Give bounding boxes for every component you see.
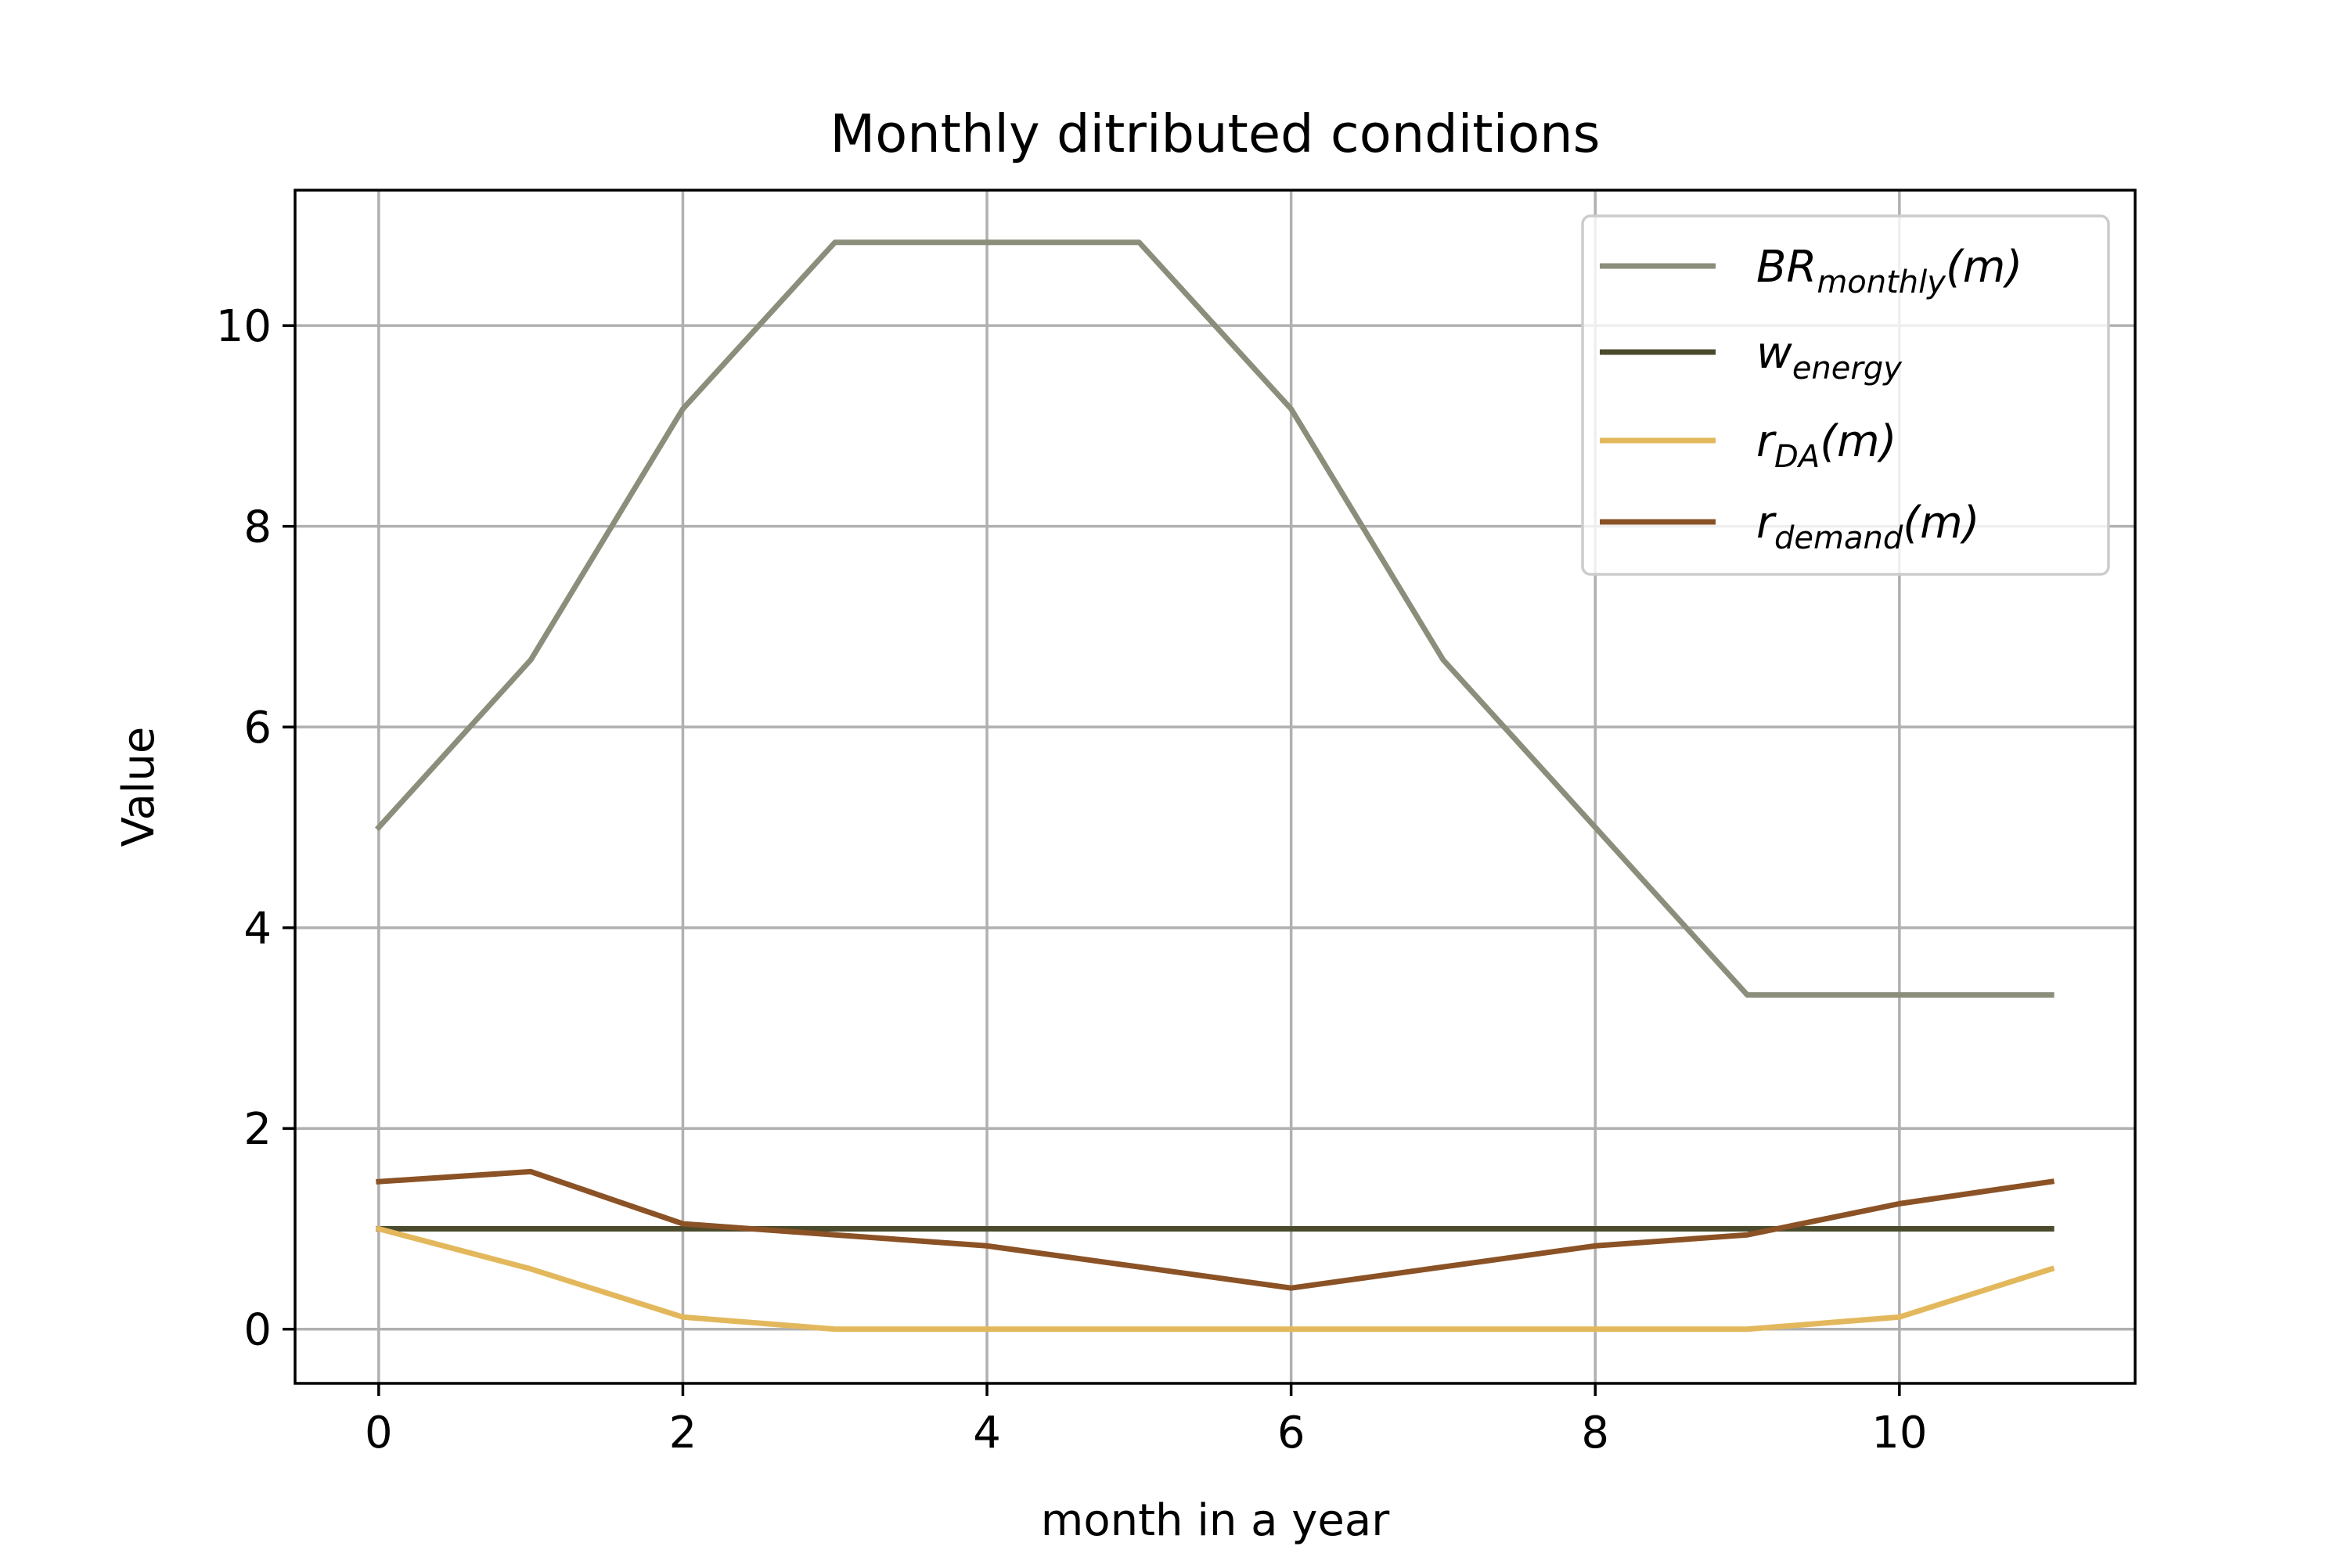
legend-entry: rDA(m): [1600, 416, 1896, 475]
x-tick-label: 10: [1871, 1408, 1927, 1458]
y-tick-label: 0: [243, 1305, 272, 1356]
x-tick-label: 8: [1581, 1408, 1609, 1458]
y-tick-label: 6: [243, 703, 272, 753]
legend-label: BRmonthly(m): [1756, 242, 2022, 300]
plot-frame: [294, 189, 2137, 1385]
legend-label: wenergy: [1756, 328, 1903, 387]
legend-entry: wenergy: [1600, 328, 1903, 387]
legend-label: rDA(m): [1756, 416, 1896, 475]
ticks: 0 2 4 6 8 10 0 2 4 6 8 10: [216, 301, 1928, 1458]
series-line-r-demand-m: [376, 1168, 2055, 1291]
series-line-br-monthly-m: [374, 239, 2054, 998]
y-tick-label: 2: [243, 1104, 272, 1155]
y-tick-label: 8: [243, 502, 272, 553]
series-lines: [374, 239, 2055, 1332]
chart-title: Monthly ditributed conditions: [830, 103, 1600, 164]
legend-box: [1581, 214, 2110, 576]
x-tick-label: 4: [973, 1408, 1001, 1458]
legend-label: rdemand(m): [1756, 498, 1980, 556]
legend: BRmonthly(m) wenergy rDA(m) rdemand(m): [1581, 214, 2110, 576]
x-tick-label: 6: [1277, 1408, 1305, 1458]
x-tick-label: 2: [669, 1408, 697, 1458]
x-axis-label: month in a year: [1041, 1495, 1390, 1546]
y-tick-label: 10: [216, 301, 272, 352]
x-tick-label: 0: [365, 1408, 393, 1458]
y-axis-label: Value: [113, 727, 164, 847]
y-tick-label: 4: [243, 904, 272, 955]
series-line-r-da-m: [375, 1225, 2055, 1332]
legend-entry: BRmonthly(m): [1600, 242, 2022, 300]
legend-entry: rdemand(m): [1600, 498, 1980, 556]
